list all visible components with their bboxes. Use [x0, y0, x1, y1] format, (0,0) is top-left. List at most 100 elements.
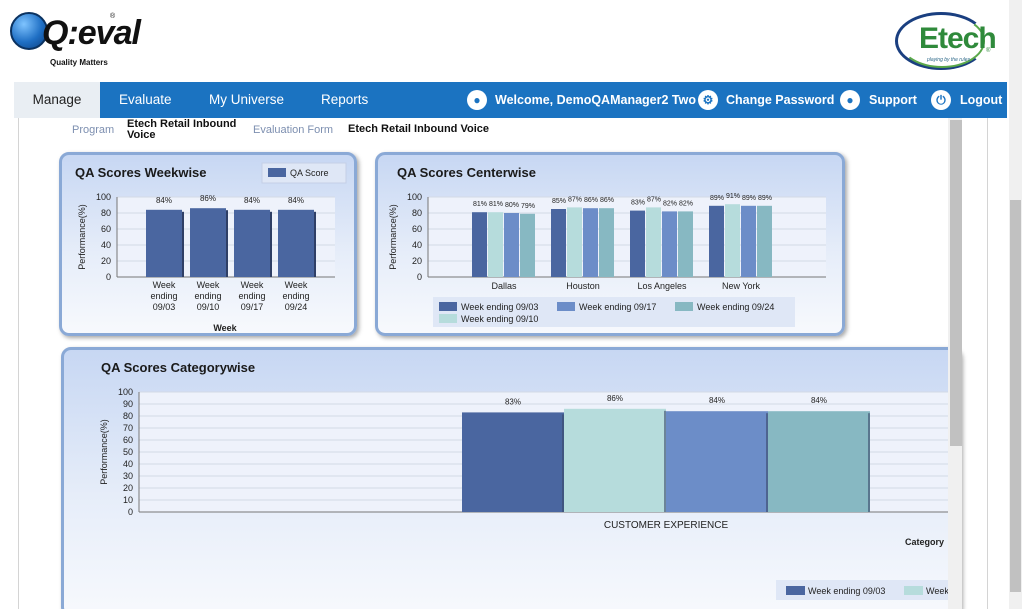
categorywise-y-tick: 40 [123, 459, 133, 469]
centerwise-legend-label: Week ending 09/03 [461, 302, 538, 312]
weekwise-x-tick: ending [238, 291, 265, 301]
welcome-user: Welcome, DemoQAManager2 Two [495, 93, 696, 107]
weekwise-bar [278, 209, 314, 277]
categorywise-y-tick: 0 [128, 507, 133, 517]
categorywise-y-tick: 60 [123, 435, 133, 445]
centerwise-data-label: 82% [679, 200, 693, 207]
nav-item-reports[interactable]: Reports [321, 92, 369, 107]
centerwise-bar [662, 211, 677, 277]
weekwise-y-tick: 60 [101, 224, 111, 234]
centerwise-data-label: 80% [505, 202, 519, 209]
content-scrollbar-thumb[interactable] [950, 120, 962, 446]
weekwise-bar [146, 209, 182, 277]
weekwise-data-label: 84% [156, 196, 172, 205]
centerwise-bar [709, 205, 724, 277]
nav-item-evaluate[interactable]: Evaluate [119, 92, 172, 107]
centerwise-x-tick: Dallas [491, 281, 517, 291]
categorywise-legend-swatch [786, 586, 805, 595]
weekwise-legend-swatch [268, 168, 286, 177]
weekwise-bar-shade [182, 211, 184, 277]
main-nav: Manage Evaluate My Universe Reports ● We… [14, 82, 1007, 118]
centerwise-bar [504, 213, 519, 277]
centerwise-data-label: 86% [584, 197, 598, 204]
centerwise-bar [583, 208, 598, 277]
weekwise-x-tick: Week [241, 280, 264, 290]
categorywise-title: QA Scores Categorywise [101, 360, 256, 375]
centerwise-legend-label: Week ending 09/17 [579, 302, 656, 312]
support-user-icon[interactable]: ● [840, 90, 860, 110]
evaluation-form-value: Etech Retail Inbound Voice [348, 123, 489, 135]
centerwise-bar [757, 205, 772, 277]
centerwise-bar [551, 209, 566, 277]
weekwise-x-tick: ending [194, 291, 221, 301]
gear-icon[interactable]: ⚙ [698, 90, 718, 110]
weekwise-x-tick: ending [282, 291, 309, 301]
categorywise-bar-shade [766, 413, 768, 512]
qeval-logo-text: Q:eval [42, 14, 141, 52]
centerwise-y-tick: 20 [412, 256, 422, 266]
centerwise-data-label: 89% [742, 195, 756, 202]
qeval-tagline: Quality Matters [50, 58, 108, 67]
centerwise-legend-swatch [439, 314, 457, 323]
qeval-logo[interactable]: Q:eval ® Quality Matters [10, 10, 141, 70]
weekwise-y-tick: 40 [101, 240, 111, 250]
centerwise-bar [646, 207, 661, 277]
support-link[interactable]: Support [869, 93, 917, 107]
etech-tagline: playing by the rules [927, 57, 971, 63]
page-scrollbar-thumb[interactable] [1010, 200, 1021, 592]
weekwise-bar-shade [226, 210, 228, 277]
weekwise-x-tick: 09/17 [241, 302, 264, 312]
centerwise-bar [678, 211, 693, 277]
centerwise-bar [725, 204, 740, 277]
centerwise-data-label: 91% [726, 193, 740, 200]
centerwise-bar [567, 207, 582, 277]
centerwise-bar [630, 210, 645, 277]
weekwise-data-label: 84% [288, 196, 304, 205]
centerwise-bar [741, 205, 756, 277]
centerwise-panel: QA Scores Centerwise 0 20 40 60 80 100 Perform… [375, 152, 845, 336]
weekwise-x-axis-label: Week [213, 323, 237, 333]
categorywise-legend-label: Week [926, 586, 949, 596]
centerwise-data-label: 87% [568, 196, 582, 203]
categorywise-y-axis-label: Performance(%) [99, 419, 109, 485]
change-password-link[interactable]: Change Password [726, 93, 835, 107]
centerwise-x-tick: New York [722, 281, 761, 291]
weekwise-y-tick: 20 [101, 256, 111, 266]
nav-item-manage[interactable]: Manage [14, 82, 100, 118]
centerwise-data-label: 89% [758, 195, 772, 202]
etech-logo-ring-icon [895, 12, 987, 70]
logout-link[interactable]: Logout [960, 93, 1003, 107]
categorywise-bar [564, 408, 666, 512]
weekwise-bar [190, 208, 226, 277]
weekwise-panel: QA Scores Weekwise 0 20 40 60 80 100 Performan… [59, 152, 357, 336]
categorywise-bar-shade [664, 410, 666, 512]
categorywise-y-tick: 10 [123, 495, 133, 505]
centerwise-data-label: 85% [552, 198, 566, 205]
weekwise-y-tick: 0 [106, 272, 111, 282]
categorywise-y-tick: 90 [123, 399, 133, 409]
categorywise-x-tick: CUSTOMER EXPERIENCE [604, 520, 729, 531]
centerwise-y-tick: 100 [407, 192, 422, 202]
centerwise-y-tick: 60 [412, 224, 422, 234]
weekwise-y-tick: 80 [101, 208, 111, 218]
centerwise-x-tick: Los Angeles [637, 281, 687, 291]
user-icon: ● [467, 90, 487, 110]
categorywise-data-label: 83% [505, 397, 521, 406]
centerwise-data-label: 83% [631, 200, 645, 207]
centerwise-data-label: 79% [521, 203, 535, 210]
centerwise-legend-swatch [439, 302, 457, 311]
centerwise-data-label: 81% [473, 201, 487, 208]
categorywise-y-tick: 50 [123, 447, 133, 457]
centerwise-y-tick: 40 [412, 240, 422, 250]
categorywise-data-label: 86% [607, 394, 623, 403]
categorywise-y-tick: 100 [118, 387, 133, 397]
header: Q:eval ® Quality Matters Etech ® playing… [0, 0, 1022, 82]
categorywise-x-axis-label: Category [905, 537, 944, 547]
power-icon[interactable]: ⏻ [931, 90, 951, 110]
nav-item-my-universe[interactable]: My Universe [209, 92, 285, 107]
centerwise-data-label: 89% [710, 195, 724, 202]
centerwise-data-label: 86% [600, 197, 614, 204]
categorywise-legend-label: Week ending 09/03 [808, 586, 885, 596]
categorywise-bar-shade [562, 414, 564, 512]
program-label: Program [72, 124, 115, 136]
